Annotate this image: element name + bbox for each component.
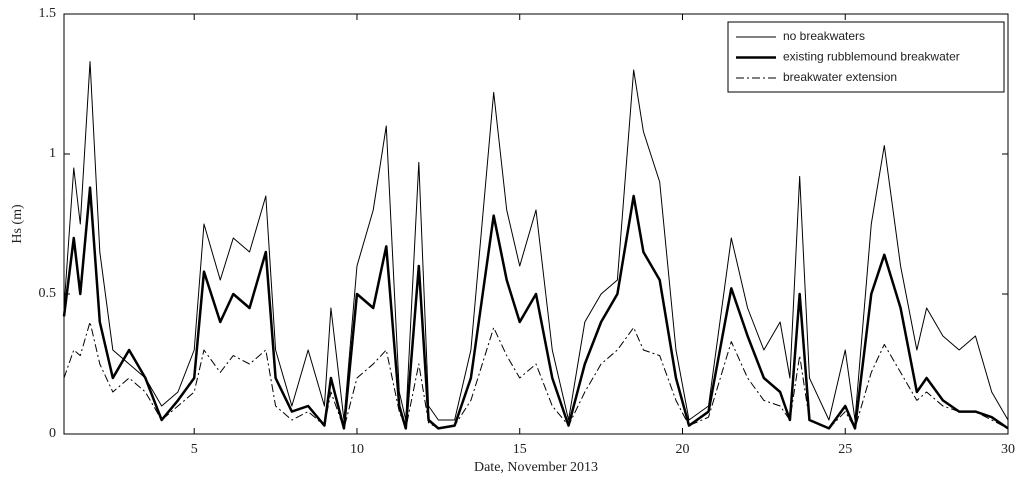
- legend-label: breakwater extension: [783, 70, 897, 84]
- x-tick-label: 30: [1001, 442, 1015, 457]
- x-tick-label: 15: [513, 442, 527, 457]
- y-axis-label: Hs (m): [10, 204, 25, 244]
- series-line: [63, 321, 1009, 429]
- legend-label: no breakwaters: [783, 29, 865, 43]
- y-tick-label: 0: [49, 426, 56, 441]
- x-tick-label: 25: [838, 442, 852, 457]
- plot-frame: [63, 13, 1009, 435]
- legend-label: existing rubblemound breakwater: [783, 50, 960, 64]
- x-tick-label: 5: [191, 442, 198, 457]
- series-line: [62, 186, 1009, 430]
- y-tick-label: 0.5: [39, 286, 57, 301]
- x-tick-label: 20: [675, 442, 689, 457]
- y-tick-label: 1.5: [39, 6, 57, 21]
- series-line: [63, 61, 1009, 421]
- y-tick-label: 1: [49, 146, 56, 161]
- x-axis-label: Date, November 2013: [474, 460, 598, 475]
- x-tick-label: 10: [350, 442, 364, 457]
- legend: no breakwaters existing rubblemound break…: [727, 21, 1005, 93]
